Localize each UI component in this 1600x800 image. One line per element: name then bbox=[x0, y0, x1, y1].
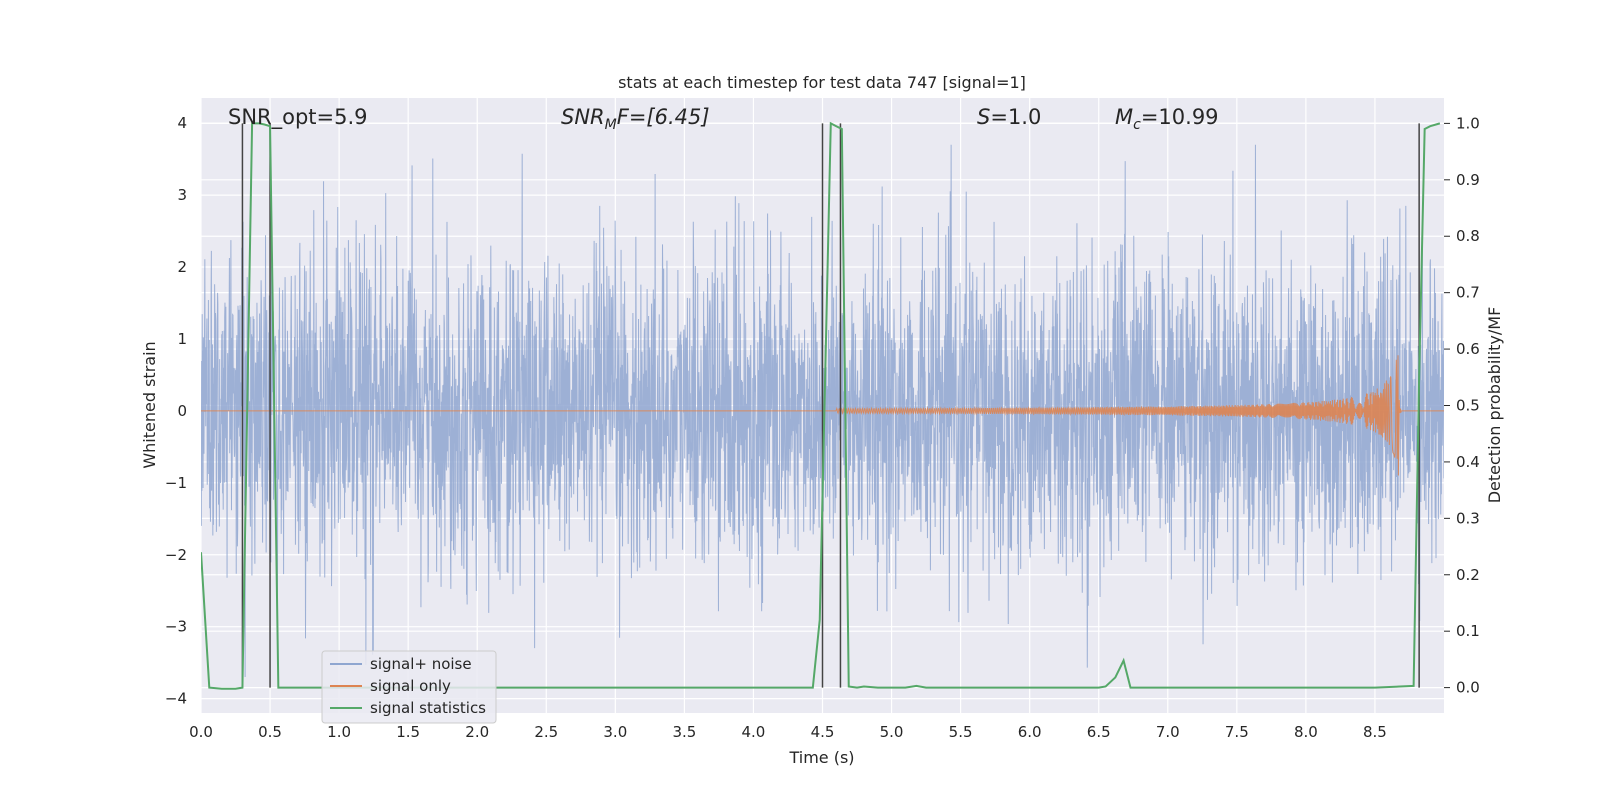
legend-label-signal-only: signal only bbox=[370, 677, 451, 695]
y-right-tick-label: 0.2 bbox=[1456, 566, 1480, 584]
chart-title: stats at each timestep for test data 747… bbox=[618, 73, 1026, 92]
y-right-tick-label: 0.3 bbox=[1456, 509, 1480, 527]
annotation-snr-mf: SNRMF=[6.45] bbox=[561, 105, 710, 133]
y-left-tick-label: −2 bbox=[165, 546, 187, 564]
y-right-tick-label: 0.7 bbox=[1456, 284, 1480, 302]
legend: signal+ noise signal only signal statist… bbox=[321, 650, 497, 724]
annotation-s-stat: S=1.0 bbox=[977, 105, 1041, 129]
y-left-tick-label: 4 bbox=[177, 114, 187, 132]
y-left-tick-label: 3 bbox=[177, 186, 187, 204]
x-tick-label: 4.0 bbox=[742, 723, 766, 741]
x-tick-label: 1.5 bbox=[396, 723, 420, 741]
series-signal-statistics bbox=[201, 121, 1441, 690]
x-tick-label: 0.0 bbox=[189, 723, 213, 741]
y-right-tick-label: 0.5 bbox=[1456, 397, 1480, 415]
legend-box bbox=[321, 650, 497, 724]
y-right-tick-label: 0.0 bbox=[1456, 679, 1480, 697]
x-tick-label: 8.5 bbox=[1363, 723, 1387, 741]
annotation-chirp-mass: Mc=10.99 bbox=[1115, 105, 1219, 133]
x-axis-label: Time (s) bbox=[788, 748, 854, 767]
y-left-tick-label: −1 bbox=[165, 474, 187, 492]
x-tick-label: 6.0 bbox=[1018, 723, 1042, 741]
y-right-tick-label: 0.4 bbox=[1456, 453, 1480, 471]
x-tick-label: 5.0 bbox=[880, 723, 904, 741]
y-left-tick-label: 0 bbox=[177, 402, 187, 420]
x-tick-label: 3.5 bbox=[672, 723, 696, 741]
y-axis-right-label: Detection probability/MF bbox=[1485, 307, 1504, 504]
y-right-tick-label: 0.1 bbox=[1456, 622, 1480, 640]
y-right-tick-label: 0.9 bbox=[1456, 171, 1480, 189]
x-tick-label: 4.5 bbox=[811, 723, 835, 741]
x-tick-label: 3.0 bbox=[603, 723, 627, 741]
x-tick-label: 7.5 bbox=[1225, 723, 1249, 741]
y-right-tick-label: 1.0 bbox=[1456, 114, 1480, 132]
x-tick-label: 6.5 bbox=[1087, 723, 1111, 741]
y-axis-left-ticks: −4 −3 −2 −1 0 1 2 3 4 bbox=[165, 114, 187, 707]
y-left-tick-label: 2 bbox=[177, 258, 187, 276]
y-right-tick-label: 0.8 bbox=[1456, 227, 1480, 245]
legend-label-signal-noise: signal+ noise bbox=[370, 655, 472, 673]
x-tick-label: 0.5 bbox=[258, 723, 282, 741]
x-tick-label: 2.0 bbox=[465, 723, 489, 741]
x-tick-label: 8.0 bbox=[1294, 723, 1318, 741]
annotation-snr-opt: SNR_opt=5.9 bbox=[228, 105, 368, 130]
x-tick-label: 5.5 bbox=[949, 723, 973, 741]
x-axis-ticks: 0.0 0.5 1.0 1.5 2.0 2.5 3.0 3.5 4.0 4.5 5.0 5.5 6.0 6… bbox=[189, 723, 1387, 741]
x-tick-label: 7.0 bbox=[1156, 723, 1180, 741]
x-tick-label: 2.5 bbox=[534, 723, 558, 741]
y-left-tick-label: −3 bbox=[165, 618, 187, 636]
x-tick-label: 1.0 bbox=[327, 723, 351, 741]
y-axis-left-label: Whitened strain bbox=[140, 341, 159, 468]
y-left-tick-label: 1 bbox=[177, 330, 187, 348]
y-right-tick-label: 0.6 bbox=[1456, 340, 1480, 358]
y-axis-right-ticks: 0.0 0.1 0.2 0.3 0.4 0.5 0.6 0.7 0.8 0.9 1.0 bbox=[1444, 114, 1480, 697]
y-left-tick-label: −4 bbox=[165, 690, 187, 708]
statistics-trace bbox=[201, 121, 1441, 690]
legend-label-signal-statistics: signal statistics bbox=[370, 699, 486, 717]
